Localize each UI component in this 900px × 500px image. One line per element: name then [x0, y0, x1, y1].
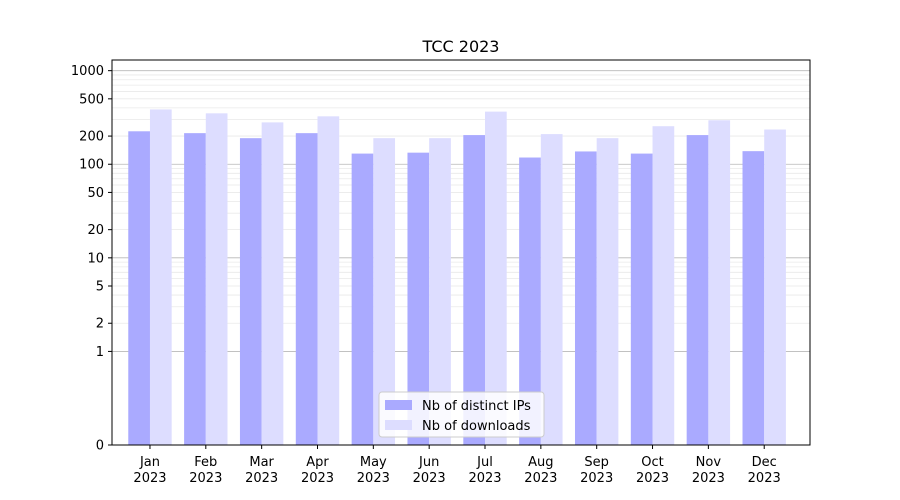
bar-distinct-ips	[128, 131, 150, 445]
y-tick-label: 50	[87, 186, 104, 201]
bar-downloads	[485, 111, 507, 445]
x-tick-label: Jul 2023	[468, 455, 501, 486]
y-tick-label: 100	[79, 158, 104, 173]
x-tick-label: Nov 2023	[692, 455, 725, 486]
legend-swatch	[385, 400, 412, 410]
x-tick-label: Jun 2023	[413, 455, 446, 486]
x-tick-label: Mar 2023	[245, 455, 278, 486]
x-tick-label: Oct 2023	[636, 455, 669, 486]
bar-downloads	[317, 116, 340, 445]
x-tick-label: Aug 2023	[524, 455, 557, 486]
bar-downloads	[149, 109, 172, 445]
x-tick-label: Sep 2023	[580, 455, 613, 486]
bar-downloads	[429, 138, 451, 446]
x-tick-label: Apr 2023	[301, 455, 334, 486]
bar-downloads	[764, 129, 786, 445]
bar-downloads	[205, 113, 228, 446]
bar-distinct-ips	[742, 151, 765, 446]
bar-distinct-ips	[574, 151, 597, 446]
legend-label: Nb of distinct IPs	[422, 399, 531, 414]
bar-distinct-ips	[519, 157, 541, 445]
bar-distinct-ips	[630, 153, 653, 446]
legend: Nb of distinct IPs Nb of downloads	[378, 391, 545, 438]
y-tick-label: 1000	[71, 64, 104, 79]
bar-distinct-ips	[463, 135, 486, 445]
bar-downloads	[708, 120, 731, 445]
y-tick-label: 1	[96, 345, 104, 360]
y-tick-label: 0	[96, 439, 104, 454]
legend-box	[378, 391, 545, 438]
x-tick-label: Jan 2023	[133, 455, 166, 486]
bar-distinct-ips	[184, 133, 206, 446]
x-axis: Jan 2023 Feb 2023 Mar 2023 Apr 2023 May 2023 Jun 20…	[133, 445, 781, 486]
bar-distinct-ips	[407, 152, 430, 445]
bar-distinct-ips	[351, 153, 374, 446]
y-tick-label: 20	[87, 223, 104, 238]
y-tick-label: 5	[96, 280, 104, 295]
y-axis: 0 1 2 5 10 20 50 100 200 500 1000	[71, 64, 112, 454]
legend-label: Nb of downloads	[422, 419, 531, 434]
bar-downloads	[652, 126, 675, 445]
legend-swatch	[385, 420, 412, 430]
bar-distinct-ips	[239, 138, 262, 446]
bar-downloads	[261, 122, 284, 445]
bar-distinct-ips	[295, 133, 318, 446]
y-tick-label: 10	[87, 251, 104, 266]
chart-title: TCC 2023	[422, 37, 500, 56]
bar-downloads	[596, 138, 619, 446]
x-tick-label: May 2023	[357, 455, 390, 486]
bars	[128, 109, 786, 446]
plot-frame	[111, 59, 811, 446]
x-tick-label: Dec 2023	[748, 455, 781, 486]
y-tick-label: 500	[79, 92, 104, 107]
x-tick-label: Feb 2023	[189, 455, 222, 486]
bar-distinct-ips	[686, 135, 709, 445]
y-tick-label: 200	[79, 130, 104, 145]
y-tick-label: 2	[96, 317, 104, 332]
bar-downloads	[373, 138, 396, 446]
bar-downloads	[540, 134, 563, 446]
